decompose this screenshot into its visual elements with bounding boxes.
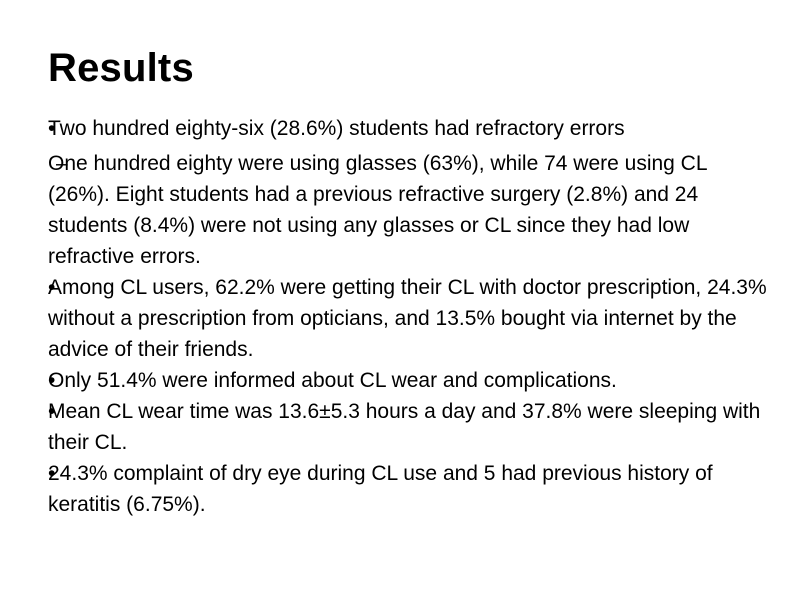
bullet-item: • Only 51.4% were informed about CL wear…: [48, 365, 768, 396]
bullet-marker: •: [48, 462, 56, 485]
bullet-text: Among CL users, 62.2% were getting their…: [48, 276, 767, 361]
bullet-item: • 24.3% complaint of dry eye during CL u…: [48, 458, 768, 520]
sub-bullet-marker: –: [56, 152, 68, 175]
bullet-marker: •: [48, 369, 56, 392]
bullet-marker: •: [48, 276, 56, 299]
bullet-list: • Two hundred eighty-six (28.6%) student…: [48, 113, 768, 520]
sub-bullet-list: – One hundred eighty were using glasses …: [48, 148, 768, 272]
bullet-text: Two hundred eighty-six (28.6%) students …: [48, 117, 625, 140]
bullet-text: 24.3% complaint of dry eye during CL use…: [48, 462, 713, 516]
bullet-text: Only 51.4% were informed about CL wear a…: [48, 369, 617, 392]
bullet-marker: •: [48, 117, 56, 140]
bullet-item: • Among CL users, 62.2% were getting the…: [48, 272, 768, 365]
bullet-item: • Mean CL wear time was 13.6±5.3 hours a…: [48, 396, 768, 458]
sub-bullet-text: One hundred eighty were using glasses (6…: [48, 152, 707, 268]
sub-bullet-item: – One hundred eighty were using glasses …: [48, 148, 768, 272]
slide-title: Results: [48, 46, 194, 90]
bullet-text: Mean CL wear time was 13.6±5.3 hours a d…: [48, 400, 761, 454]
bullet-marker: •: [48, 400, 56, 423]
bullet-item: • Two hundred eighty-six (28.6%) student…: [48, 113, 768, 272]
